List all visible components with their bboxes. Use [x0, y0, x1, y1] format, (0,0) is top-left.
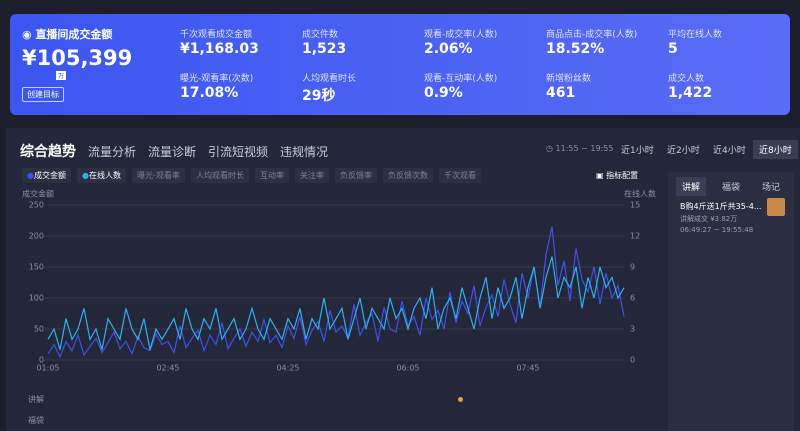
x-tick-label: 02:45: [156, 364, 179, 373]
series-line: [47, 226, 625, 359]
y-tick-label: 50: [34, 325, 44, 334]
metric-value: 1,422: [668, 85, 713, 101]
metric-value: 0.9%: [424, 85, 463, 101]
metric-label: 人均观看时长: [302, 74, 357, 84]
metric-label: 成交人数: [668, 74, 705, 84]
side-tab[interactable]: 场记: [762, 183, 781, 193]
y2-tick-label: 12: [630, 232, 640, 241]
tab[interactable]: 流量分析: [88, 145, 137, 159]
tab[interactable]: 引流短视频: [208, 145, 269, 159]
y-tick-label: 250: [29, 201, 44, 210]
item-thumbnail: [767, 198, 785, 216]
metric-value: 2.06%: [424, 41, 473, 57]
tab[interactable]: 综合趋势: [20, 144, 76, 160]
summary-unit: 万: [56, 71, 67, 80]
summary-title: ◉ 直播间成交金额: [22, 28, 113, 41]
side-tab[interactable]: 福袋: [722, 183, 741, 193]
legend-chip[interactable]: ●成交金额: [22, 168, 71, 183]
y-axis-title: 成交金额: [22, 189, 54, 199]
x-tick-label: 07:45: [516, 364, 539, 373]
metric-label: 新增粉丝数: [546, 74, 592, 84]
metric-chip[interactable]: 千次观看: [439, 168, 481, 183]
metric-label: 曝光-观看率(次数): [180, 74, 254, 84]
side-tab[interactable]: 讲解: [676, 177, 707, 196]
tab[interactable]: 流量诊断: [148, 145, 197, 159]
metric-value: 29秒: [302, 88, 336, 104]
tab[interactable]: 违规情况: [280, 145, 329, 159]
y2-tick-label: 0: [630, 356, 635, 365]
range-button[interactable]: 近8小时: [753, 140, 798, 159]
y-tick-label: 150: [29, 263, 44, 272]
metric-value: 461: [546, 85, 576, 101]
legend-marker: ●: [27, 171, 34, 180]
summary-value: ¥105,399: [22, 46, 133, 70]
config-button[interactable]: ▣ 指标配置: [596, 171, 639, 180]
create-goal-button[interactable]: 创建目标: [22, 87, 64, 102]
legend-marker: ●: [82, 171, 89, 180]
metric-label: 平均在线人数: [668, 30, 723, 40]
metric-chip[interactable]: 人均观看时长: [191, 168, 249, 183]
y2-tick-label: 6: [630, 294, 635, 303]
y2-axis-title: 在线人数: [624, 189, 656, 199]
range-button[interactable]: 近2小时: [667, 146, 700, 156]
y-tick-label: 200: [29, 232, 44, 241]
x-tick-label: 01:05: [36, 364, 59, 373]
y-tick-label: 0: [39, 356, 44, 365]
event-dot: [458, 397, 463, 402]
metric-value: ¥1,168.03: [180, 41, 259, 57]
legend-text: 成交金额: [33, 171, 66, 180]
time-range: ◷ 11:55 ~ 19:55: [546, 144, 614, 153]
metric-chip[interactable]: 互动率: [255, 168, 289, 183]
bottom-row: 福袋: [28, 416, 44, 425]
metric-value: 18.52%: [546, 41, 605, 57]
bottom-row: 讲解: [28, 395, 44, 404]
metric-value: 17.08%: [180, 85, 239, 101]
metric-chip[interactable]: 关注率: [295, 168, 329, 183]
item-title: B购4斤送1斤共35-4...: [680, 202, 762, 211]
metric-label: 成交件数: [302, 30, 339, 40]
metric-label: 观看-互动率(人数): [424, 74, 498, 84]
metric-label: 观看-成交率(人数): [424, 30, 498, 40]
legend-text: 在线人数: [88, 171, 121, 180]
metric-chip[interactable]: 负反馈次数: [383, 168, 433, 183]
y2-tick-label: 9: [630, 263, 635, 272]
metric-chip[interactable]: 曝光-观看率: [132, 168, 185, 183]
item-sales: 讲解成交 ¥3.82万: [680, 215, 738, 223]
y2-tick-label: 3: [630, 325, 635, 334]
metric-chip[interactable]: 负反馈率: [335, 168, 377, 183]
range-button[interactable]: 近4小时: [713, 146, 746, 156]
metric-label: 商品点击-成交率(人数): [546, 30, 638, 40]
y2-tick-label: 15: [630, 201, 640, 210]
metric-value: 5: [668, 41, 678, 57]
metric-value: 1,523: [302, 41, 347, 57]
legend-chip[interactable]: ●在线人数: [77, 168, 126, 183]
summary-banner: [10, 14, 790, 115]
item-time: 06:49:27 ~ 19:55:48: [680, 226, 754, 234]
metric-label: 千次观看成交金额: [180, 30, 253, 40]
y-tick-label: 100: [29, 294, 44, 303]
x-tick-label: 06:05: [396, 364, 419, 373]
time-range-text: 11:55 ~ 19:55: [555, 144, 614, 153]
range-button[interactable]: 近1小时: [621, 146, 654, 156]
summary-title-text: 直播间成交金额: [35, 28, 113, 41]
series-line: [47, 256, 625, 350]
config-button-text: 指标配置: [606, 171, 639, 180]
x-tick-label: 04:25: [276, 364, 299, 373]
